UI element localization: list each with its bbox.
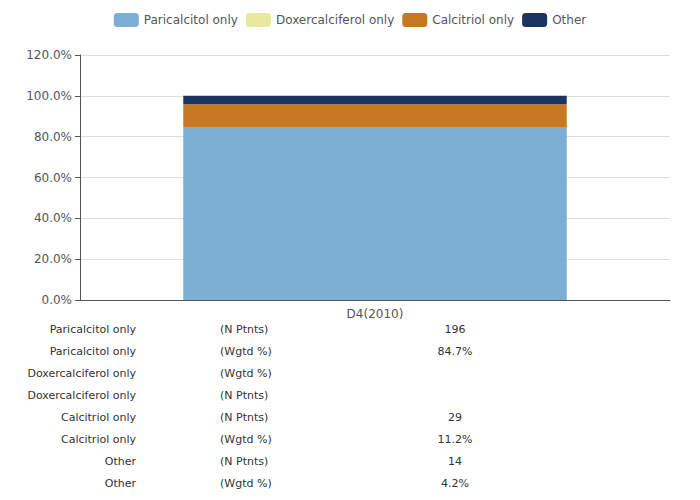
svg-text:120.0%: 120.0% xyxy=(26,48,72,62)
svg-text:4.2%: 4.2% xyxy=(441,477,469,490)
svg-text:Paricalcitol only: Paricalcitol only xyxy=(50,345,137,358)
svg-text:196: 196 xyxy=(445,323,466,336)
svg-text:(N Ptnts): (N Ptnts) xyxy=(220,455,268,468)
svg-text:(Wgtd %): (Wgtd %) xyxy=(220,477,272,490)
svg-text:Other: Other xyxy=(552,13,586,27)
svg-text:(Wgtd %): (Wgtd %) xyxy=(220,433,272,446)
svg-text:84.7%: 84.7% xyxy=(438,345,473,358)
svg-text:14: 14 xyxy=(448,455,462,468)
svg-text:Doxercalciferol only: Doxercalciferol only xyxy=(27,389,136,402)
svg-text:(N Ptnts): (N Ptnts) xyxy=(220,323,268,336)
svg-text:20.0%: 20.0% xyxy=(34,252,72,266)
svg-text:D4(2010): D4(2010) xyxy=(347,307,404,321)
svg-text:Calcitriol only: Calcitriol only xyxy=(61,433,137,446)
svg-text:Doxercalciferol only: Doxercalciferol only xyxy=(276,13,394,27)
svg-text:60.0%: 60.0% xyxy=(34,171,72,185)
svg-text:Doxercalciferol only: Doxercalciferol only xyxy=(27,367,136,380)
svg-text:Other: Other xyxy=(105,455,137,468)
svg-text:40.0%: 40.0% xyxy=(34,211,72,225)
svg-text:11.2%: 11.2% xyxy=(438,433,473,446)
svg-text:Calcitriol only: Calcitriol only xyxy=(432,13,514,27)
svg-text:0.0%: 0.0% xyxy=(42,293,73,307)
svg-text:(Wgtd %): (Wgtd %) xyxy=(220,345,272,358)
svg-text:29: 29 xyxy=(448,411,462,424)
svg-text:Calcitriol only: Calcitriol only xyxy=(61,411,137,424)
svg-text:80.0%: 80.0% xyxy=(34,130,72,144)
svg-text:(Wgtd %): (Wgtd %) xyxy=(220,367,272,380)
svg-text:Other: Other xyxy=(105,477,137,490)
svg-text:(N Ptnts): (N Ptnts) xyxy=(220,411,268,424)
svg-text:(N Ptnts): (N Ptnts) xyxy=(220,389,268,402)
svg-text:100.0%: 100.0% xyxy=(26,89,72,103)
svg-text:Paricalcitol only: Paricalcitol only xyxy=(50,323,137,336)
svg-text:Paricalcitol only: Paricalcitol only xyxy=(144,13,238,27)
